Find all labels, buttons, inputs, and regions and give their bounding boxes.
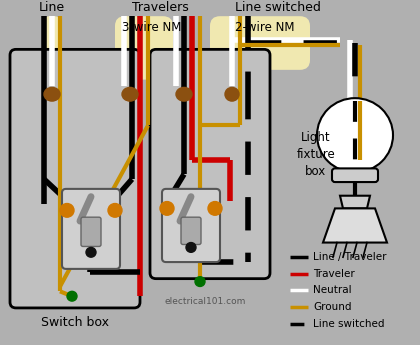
Circle shape xyxy=(108,204,122,217)
Text: 2-wire NM: 2-wire NM xyxy=(235,21,295,34)
FancyBboxPatch shape xyxy=(62,189,120,269)
Text: Travelers: Travelers xyxy=(131,1,189,14)
Text: Line / Traveler: Line / Traveler xyxy=(313,252,386,262)
Text: Line switched: Line switched xyxy=(313,318,384,328)
Ellipse shape xyxy=(225,87,239,101)
Circle shape xyxy=(160,201,174,215)
Circle shape xyxy=(317,98,393,172)
FancyBboxPatch shape xyxy=(162,189,220,262)
FancyBboxPatch shape xyxy=(115,16,173,80)
Text: 3-wire NM: 3-wire NM xyxy=(122,21,182,34)
FancyBboxPatch shape xyxy=(81,217,101,246)
Circle shape xyxy=(67,291,77,301)
Text: Traveler: Traveler xyxy=(313,269,355,279)
Text: Line: Line xyxy=(39,1,65,14)
Circle shape xyxy=(208,201,222,215)
Text: Ground: Ground xyxy=(313,302,352,312)
FancyBboxPatch shape xyxy=(10,49,140,308)
Text: Neutral: Neutral xyxy=(313,285,352,295)
Text: Switch box: Switch box xyxy=(41,316,109,329)
Circle shape xyxy=(60,204,74,217)
FancyBboxPatch shape xyxy=(332,168,378,182)
Ellipse shape xyxy=(44,87,60,101)
Polygon shape xyxy=(323,208,387,243)
FancyBboxPatch shape xyxy=(150,49,270,279)
Circle shape xyxy=(86,247,96,257)
Text: Light
fixture
box: Light fixture box xyxy=(297,131,336,178)
FancyBboxPatch shape xyxy=(42,16,62,70)
FancyBboxPatch shape xyxy=(210,16,310,70)
Circle shape xyxy=(195,277,205,286)
Circle shape xyxy=(186,243,196,252)
FancyBboxPatch shape xyxy=(181,217,201,245)
Ellipse shape xyxy=(122,87,138,101)
Ellipse shape xyxy=(176,87,192,101)
Text: electrical101.com: electrical101.com xyxy=(164,297,246,306)
Polygon shape xyxy=(340,196,370,208)
Text: Line switched: Line switched xyxy=(235,1,321,14)
